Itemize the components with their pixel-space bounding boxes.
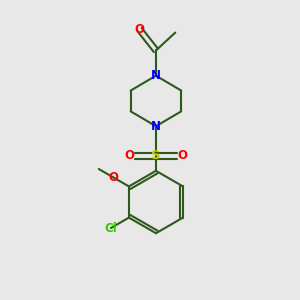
Text: N: N — [151, 69, 161, 82]
Text: O: O — [178, 149, 188, 162]
Text: O: O — [135, 23, 145, 36]
Text: N: N — [151, 120, 161, 133]
Text: O: O — [108, 171, 118, 184]
Text: S: S — [151, 149, 161, 162]
Text: Cl: Cl — [104, 221, 117, 235]
Text: O: O — [124, 149, 134, 162]
